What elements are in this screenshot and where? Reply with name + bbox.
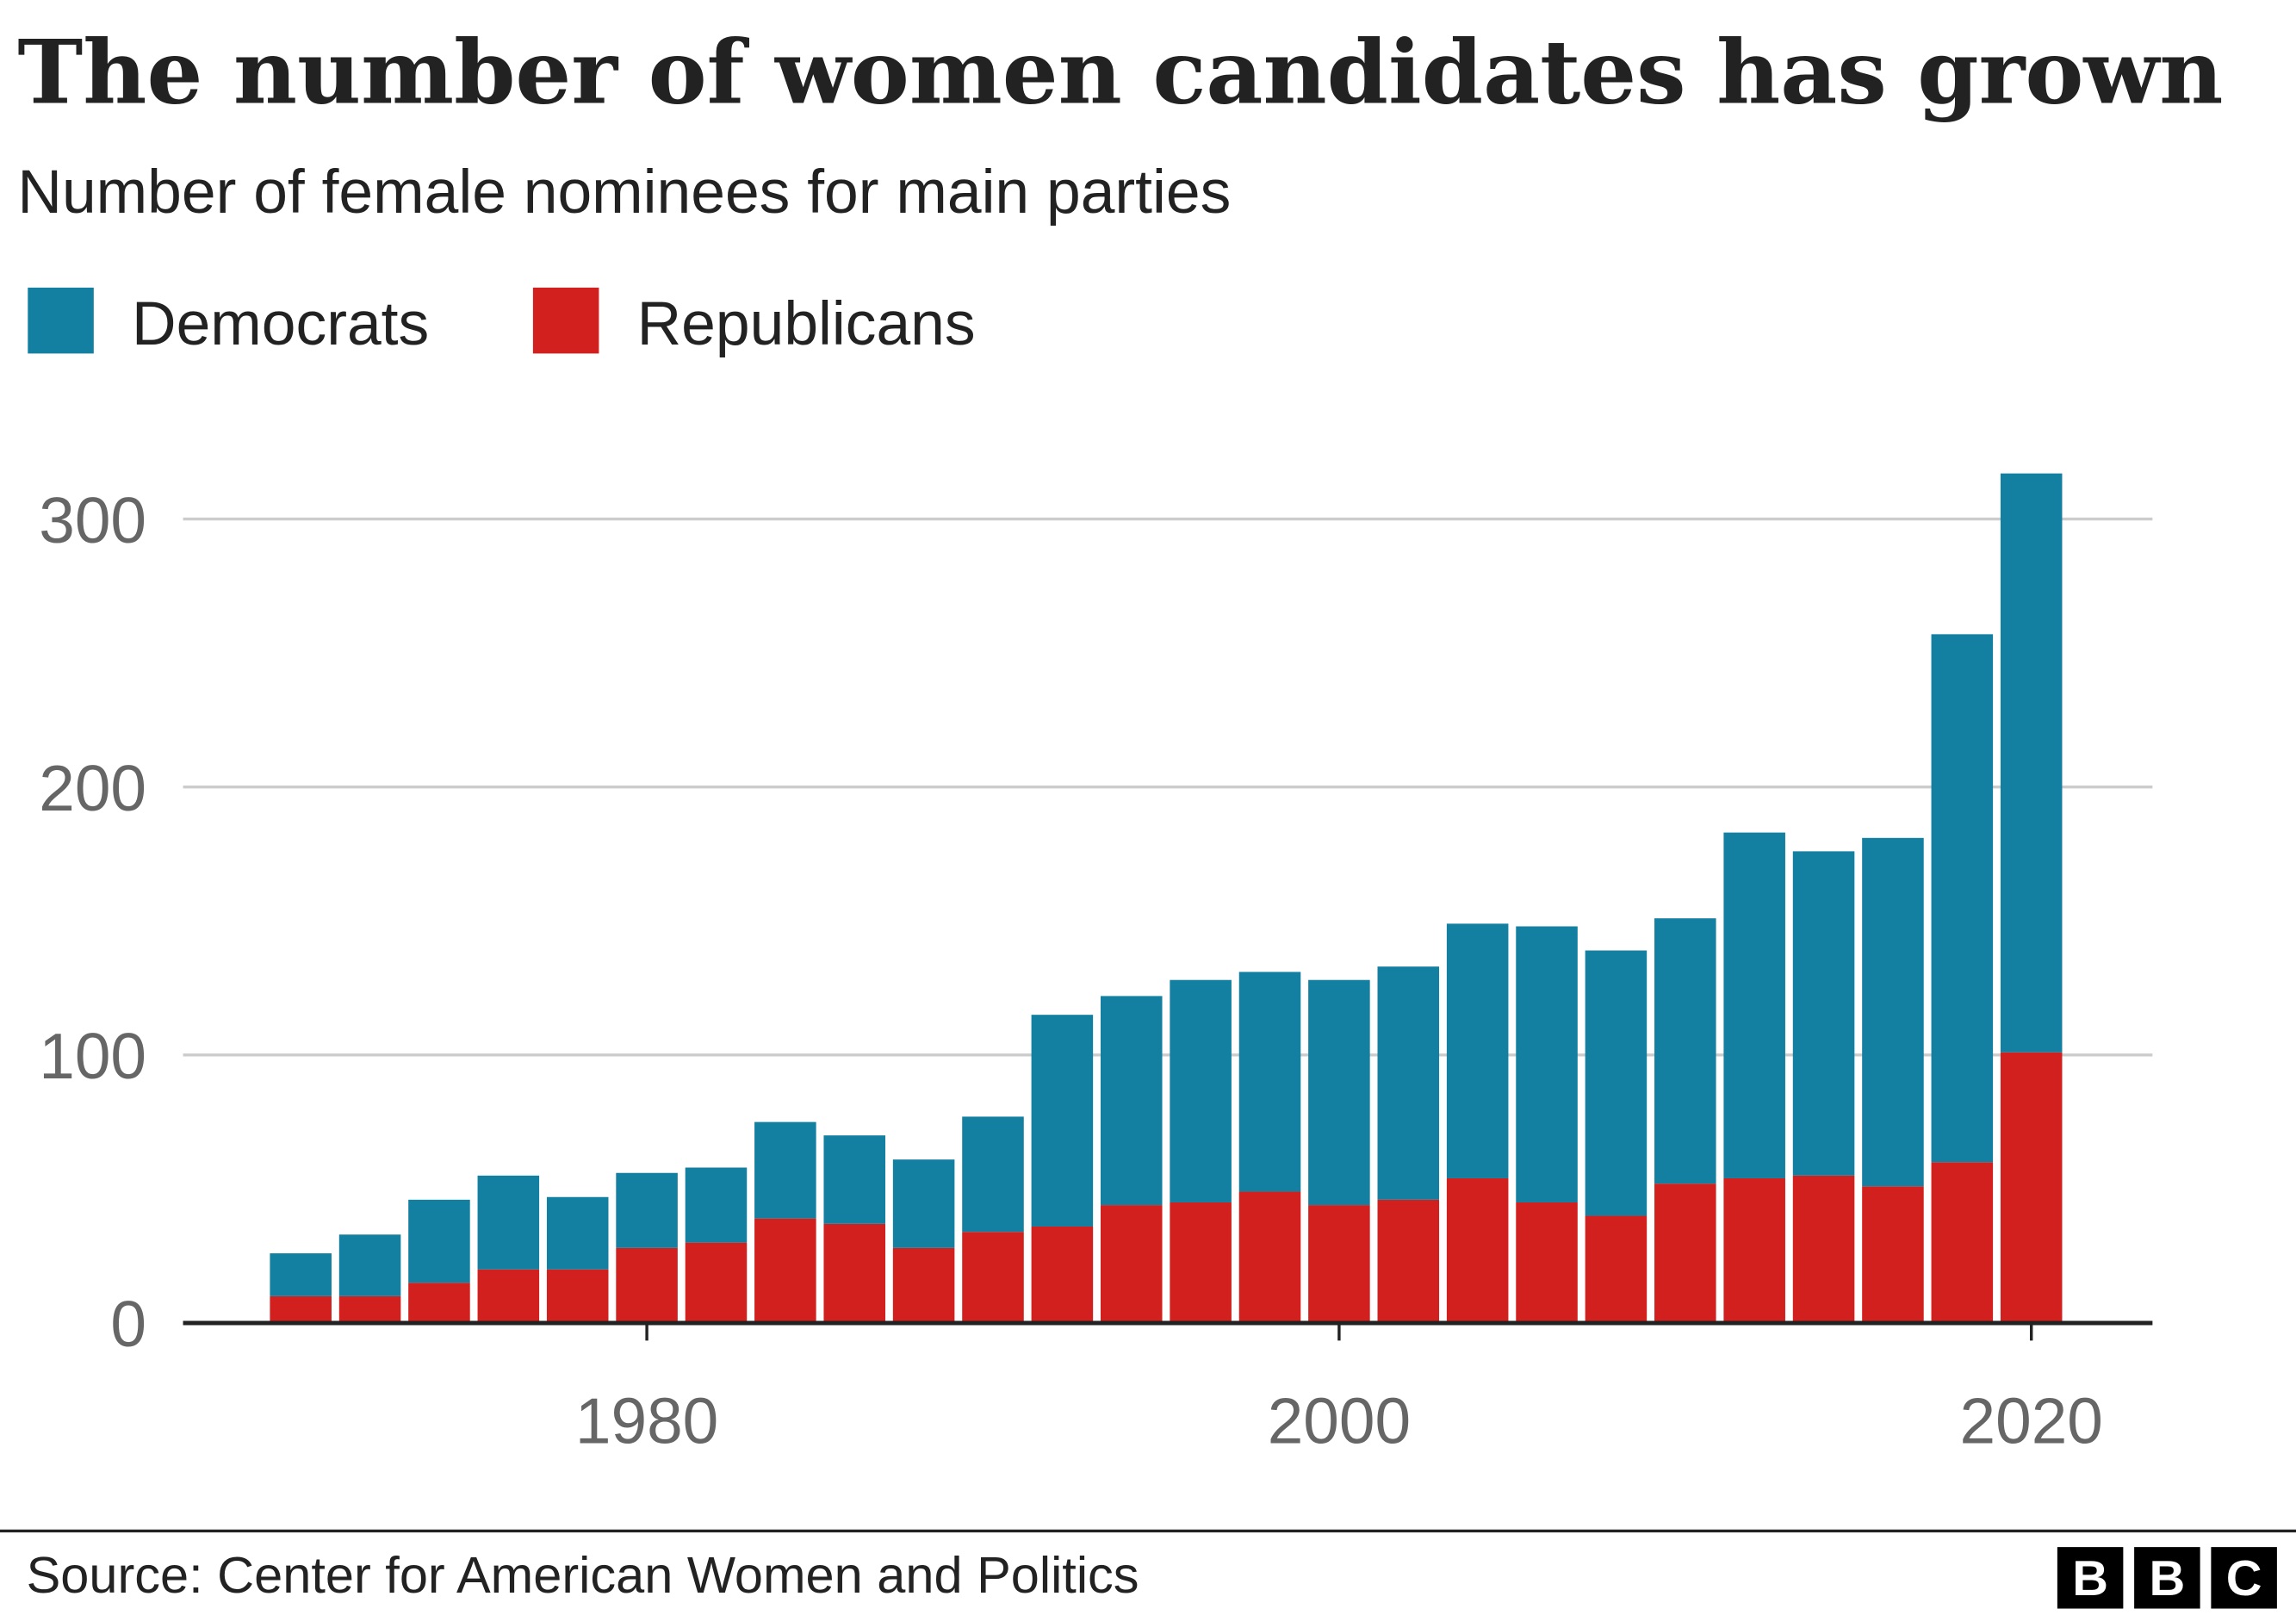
bar-segment: [1100, 996, 1163, 1206]
bar-segment: [685, 1167, 748, 1243]
bar-segment: [1723, 832, 1785, 1178]
bar-segment: [1308, 979, 1370, 1206]
bar-segment: [1723, 1177, 1785, 1323]
bar-segment: [1308, 1205, 1370, 1323]
y-tick-label: 300: [39, 484, 146, 556]
bar-segment: [1792, 851, 1855, 1176]
bar-segment: [1654, 918, 1716, 1184]
bar-segment: [477, 1269, 540, 1323]
bar-segment: [1862, 837, 1924, 1187]
bar-segment: [1238, 1191, 1301, 1323]
bar-segment: [1931, 634, 1994, 1163]
logo-box: [2057, 1547, 2124, 1609]
bar-segment: [1446, 1177, 1509, 1323]
logo-letter: B: [2072, 1551, 2108, 1606]
x-tick-label: 2020: [1960, 1384, 2103, 1457]
bar-segment: [1654, 1183, 1716, 1323]
y-tick-label: 200: [39, 752, 146, 824]
bar-segment: [823, 1223, 885, 1323]
bar-segment: [546, 1196, 609, 1270]
bar-segment: [408, 1283, 470, 1323]
bar-segment: [270, 1253, 332, 1296]
y-tick-label: 100: [39, 1020, 146, 1092]
y-tick-label: 0: [110, 1288, 146, 1360]
bar-segment: [1516, 926, 1578, 1202]
legend-label: Republicans: [637, 289, 976, 358]
bar-segment: [685, 1242, 748, 1323]
bar-segment: [1170, 979, 1232, 1202]
bar-segment: [270, 1295, 332, 1323]
bar-segment: [1170, 1202, 1232, 1323]
bar-segment: [616, 1172, 678, 1248]
bar-segment: [892, 1247, 955, 1323]
legend-swatch: [28, 287, 94, 354]
logo-letter: B: [2150, 1551, 2186, 1606]
bar-segment: [892, 1159, 955, 1248]
bar-segment: [477, 1175, 540, 1270]
bar-segment: [338, 1295, 401, 1323]
logo-letter: C: [2226, 1551, 2262, 1606]
bar-segment: [1585, 950, 1648, 1216]
chart-subtitle: Number of female nominees for main parti…: [17, 158, 1231, 227]
bar-segment: [1238, 972, 1301, 1192]
bar-segment: [1031, 1015, 1094, 1227]
bar-segment: [616, 1247, 678, 1323]
bar-segment: [2000, 1052, 2063, 1323]
source: Source: Center for American Women and Po…: [27, 1546, 1139, 1604]
chart-title: The number of women candidates has grown: [17, 22, 2223, 125]
bar-segment: [1100, 1205, 1163, 1323]
bar-segment: [1446, 923, 1509, 1178]
logo-box: [2134, 1547, 2200, 1609]
x-tick-label: 1980: [575, 1384, 718, 1457]
bar-segment: [754, 1121, 816, 1219]
bar-segment: [1931, 1162, 1994, 1323]
bar-segment: [1516, 1202, 1578, 1323]
x-tick-label: 2000: [1268, 1384, 1411, 1457]
bar-segment: [338, 1234, 401, 1296]
legend-label: Democrats: [132, 289, 429, 358]
bar-segment: [962, 1116, 1024, 1233]
bar-segment: [962, 1232, 1024, 1323]
bar-segment: [546, 1269, 609, 1323]
legend-swatch: [532, 287, 599, 354]
bar-segment: [1031, 1226, 1094, 1323]
bar-segment: [754, 1218, 816, 1323]
bar-segment: [1862, 1186, 1924, 1323]
bar-segment: [1585, 1215, 1648, 1323]
bar-segment: [823, 1135, 885, 1224]
bar-segment: [1792, 1175, 1855, 1323]
bar-segment: [1377, 966, 1440, 1200]
bar-segment: [408, 1199, 470, 1283]
bar-segment: [1377, 1199, 1440, 1323]
bar-segment: [2000, 473, 2063, 1053]
logo-box: [2211, 1547, 2277, 1609]
